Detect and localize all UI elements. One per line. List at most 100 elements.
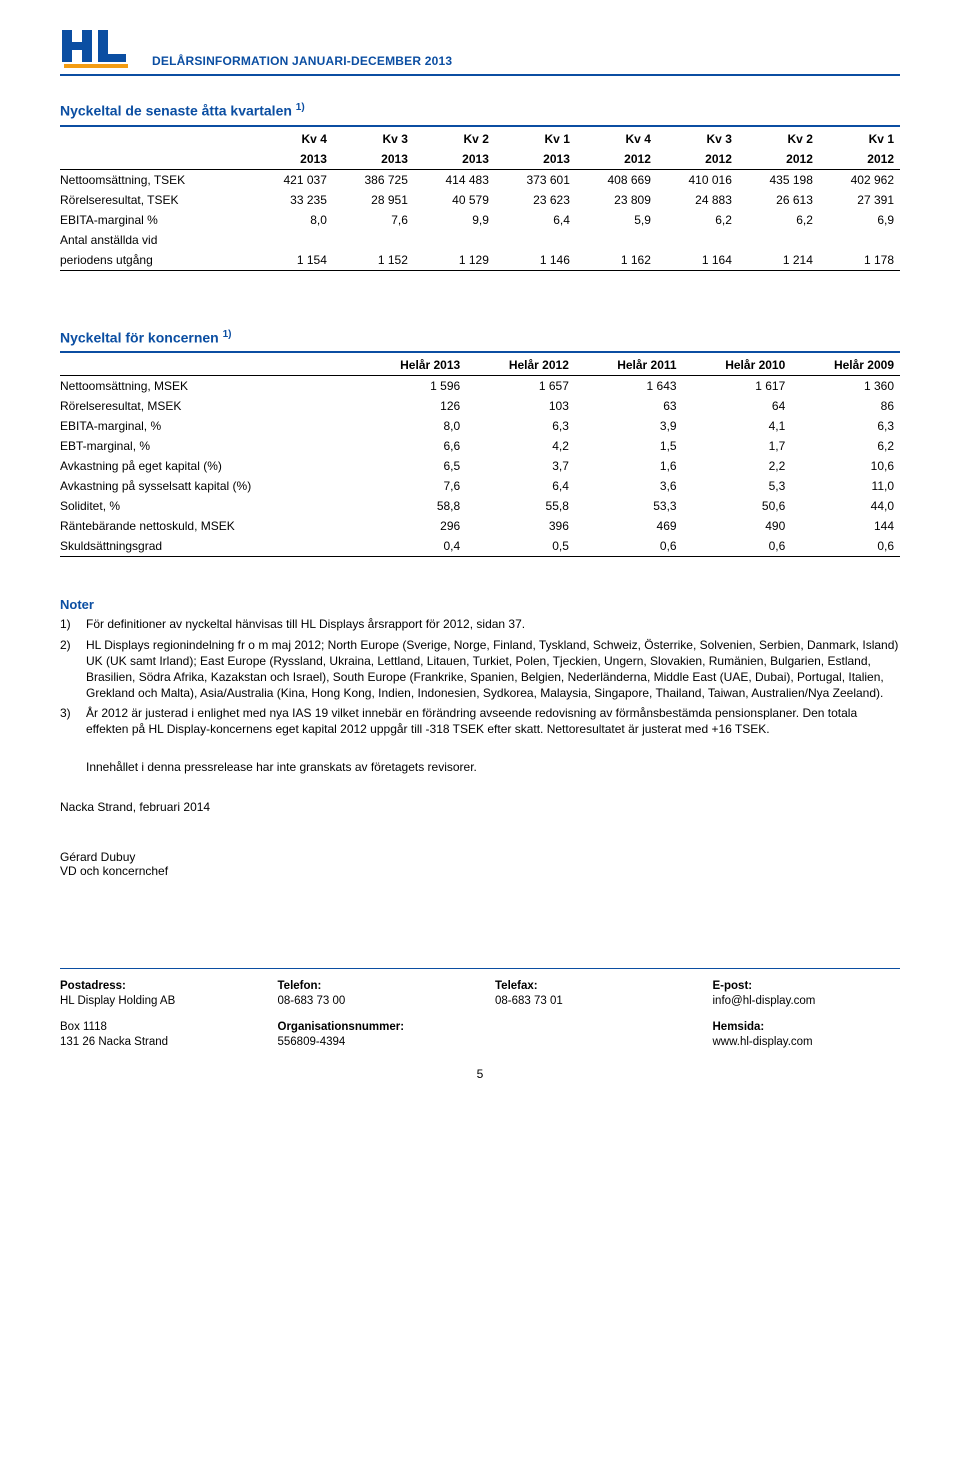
table-eight-quarters: Kv 4Kv 3Kv 2Kv 1Kv 4Kv 3Kv 2Kv 1 2013201… xyxy=(60,129,900,271)
table-cell xyxy=(576,230,657,250)
footer-web-value: www.hl-display.com xyxy=(713,1035,901,1051)
table-row: EBITA-marginal, %8,06,33,94,16,3 xyxy=(60,416,900,436)
page-header: DELÅRSINFORMATION JANUARI-DECEMBER 2013 xyxy=(60,28,900,76)
table-header-cell: 2013 xyxy=(495,149,576,170)
table-cell: 7,6 xyxy=(333,210,414,230)
footer-phone-label: Telefon: xyxy=(278,979,466,995)
notes-title: Noter xyxy=(60,597,900,612)
table-cell: 1,5 xyxy=(575,436,683,456)
review-statement: Innehållet i denna pressrelease har inte… xyxy=(86,760,900,774)
table-cell: 6,3 xyxy=(791,416,900,436)
table-cell: 64 xyxy=(683,396,792,416)
table-cell: 6,2 xyxy=(738,210,819,230)
table-cell: 1,7 xyxy=(683,436,792,456)
footer-col-address: Postadress: HL Display Holding AB Box 11… xyxy=(60,979,248,1051)
table-cell xyxy=(657,230,738,250)
table-cell: 3,9 xyxy=(575,416,683,436)
table-cell: 1 214 xyxy=(738,250,819,271)
table-cell xyxy=(414,230,495,250)
row-label: Rörelseresultat, MSEK xyxy=(60,396,358,416)
table-cell: 11,0 xyxy=(791,476,900,496)
note-text: För definitioner av nyckeltal hänvisas t… xyxy=(86,616,525,632)
table-cell: 1 154 xyxy=(252,250,333,271)
table-cell: 402 962 xyxy=(819,169,900,190)
table-header-cell xyxy=(60,149,252,170)
table-cell: 63 xyxy=(575,396,683,416)
table1-rule xyxy=(60,125,900,127)
row-label: Räntebärande nettoskuld, MSEK xyxy=(60,516,358,536)
table-cell: 2,2 xyxy=(683,456,792,476)
table-cell xyxy=(333,230,414,250)
table-cell: 23 623 xyxy=(495,190,576,210)
table-cell: 0,6 xyxy=(791,536,900,557)
table-cell: 86 xyxy=(791,396,900,416)
table-header-cell: Kv 2 xyxy=(738,129,819,149)
table-cell: 6,4 xyxy=(495,210,576,230)
table-cell: 1 178 xyxy=(819,250,900,271)
table-header-cell: Kv 3 xyxy=(333,129,414,149)
footer-col-email: E-post: info@hl-display.com Hemsida: www… xyxy=(713,979,901,1051)
note-item: 1)För definitioner av nyckeltal hänvisas… xyxy=(60,616,900,632)
footer-orgnr-label: Organisationsnummer: xyxy=(278,1020,466,1036)
table-cell: 50,6 xyxy=(683,496,792,516)
table-cell: 469 xyxy=(575,516,683,536)
row-label: Soliditet, % xyxy=(60,496,358,516)
table-cell: 23 809 xyxy=(576,190,657,210)
table-cell: 33 235 xyxy=(252,190,333,210)
row-label: EBT-marginal, % xyxy=(60,436,358,456)
row-label: Antal anställda vid xyxy=(60,230,252,250)
table-cell: 6,2 xyxy=(657,210,738,230)
table-cell: 6,6 xyxy=(358,436,467,456)
footer-email-value: info@hl-display.com xyxy=(713,994,901,1010)
table-cell: 6,3 xyxy=(466,416,575,436)
note-number: 3) xyxy=(60,705,86,737)
table-row: periodens utgång1 1541 1521 1291 1461 16… xyxy=(60,250,900,271)
table-cell: 6,5 xyxy=(358,456,467,476)
note-item: 2)HL Displays regionindelning fr o m maj… xyxy=(60,637,900,702)
table-cell: 1 162 xyxy=(576,250,657,271)
logo xyxy=(60,28,134,68)
table-cell: 408 669 xyxy=(576,169,657,190)
table-cell: 9,9 xyxy=(414,210,495,230)
table-cell xyxy=(738,230,819,250)
signer-name: Gérard Dubuy xyxy=(60,850,900,864)
table-cell: 421 037 xyxy=(252,169,333,190)
table1-sup: 1) xyxy=(296,102,305,113)
table-cell: 24 883 xyxy=(657,190,738,210)
table-row: Avkastning på sysselsatt kapital (%)7,66… xyxy=(60,476,900,496)
table-cell: 435 198 xyxy=(738,169,819,190)
table1-title-text: Nyckeltal de senaste åtta kvartalen xyxy=(60,103,292,119)
table-header-cell: Kv 1 xyxy=(495,129,576,149)
table-header-cell: 2012 xyxy=(819,149,900,170)
note-number: 2) xyxy=(60,637,86,702)
table-cell: 58,8 xyxy=(358,496,467,516)
table-cell: 396 xyxy=(466,516,575,536)
footer-address-line2: HL Display Holding AB xyxy=(60,994,248,1010)
footer-fax-value: 08-683 73 01 xyxy=(495,994,683,1010)
header-title: DELÅRSINFORMATION JANUARI-DECEMBER 2013 xyxy=(152,54,452,68)
hl-logo-icon xyxy=(60,28,134,68)
table-cell: 410 016 xyxy=(657,169,738,190)
table-header-cell: 2012 xyxy=(738,149,819,170)
footer-fax-label: Telefax: xyxy=(495,979,683,995)
table-row: Räntebärande nettoskuld, MSEK29639646949… xyxy=(60,516,900,536)
table-cell: 1,6 xyxy=(575,456,683,476)
note-text: HL Displays regionindelning fr o m maj 2… xyxy=(86,637,900,702)
table-cell xyxy=(495,230,576,250)
table-row: Nettoomsättning, MSEK1 5961 6571 6431 61… xyxy=(60,376,900,397)
table-group-kpis: Helår 2013Helår 2012Helår 2011Helår 2010… xyxy=(60,355,900,557)
table-cell xyxy=(819,230,900,250)
table-cell: 1 146 xyxy=(495,250,576,271)
table-row: Nettoomsättning, TSEK421 037386 725414 4… xyxy=(60,169,900,190)
table-cell: 8,0 xyxy=(358,416,467,436)
footer-phone-value: 08-683 73 00 xyxy=(278,994,466,1010)
table-cell: 44,0 xyxy=(791,496,900,516)
footer-col-fax: Telefax: 08-683 73 01 xyxy=(495,979,683,1051)
table-cell: 10,6 xyxy=(791,456,900,476)
footer-address-line4: 131 26 Nacka Strand xyxy=(60,1035,248,1051)
table-cell: 7,6 xyxy=(358,476,467,496)
table-cell: 53,3 xyxy=(575,496,683,516)
table-cell: 373 601 xyxy=(495,169,576,190)
footer-email-label: E-post: xyxy=(713,979,901,995)
table-row: Avkastning på eget kapital (%)6,53,71,62… xyxy=(60,456,900,476)
